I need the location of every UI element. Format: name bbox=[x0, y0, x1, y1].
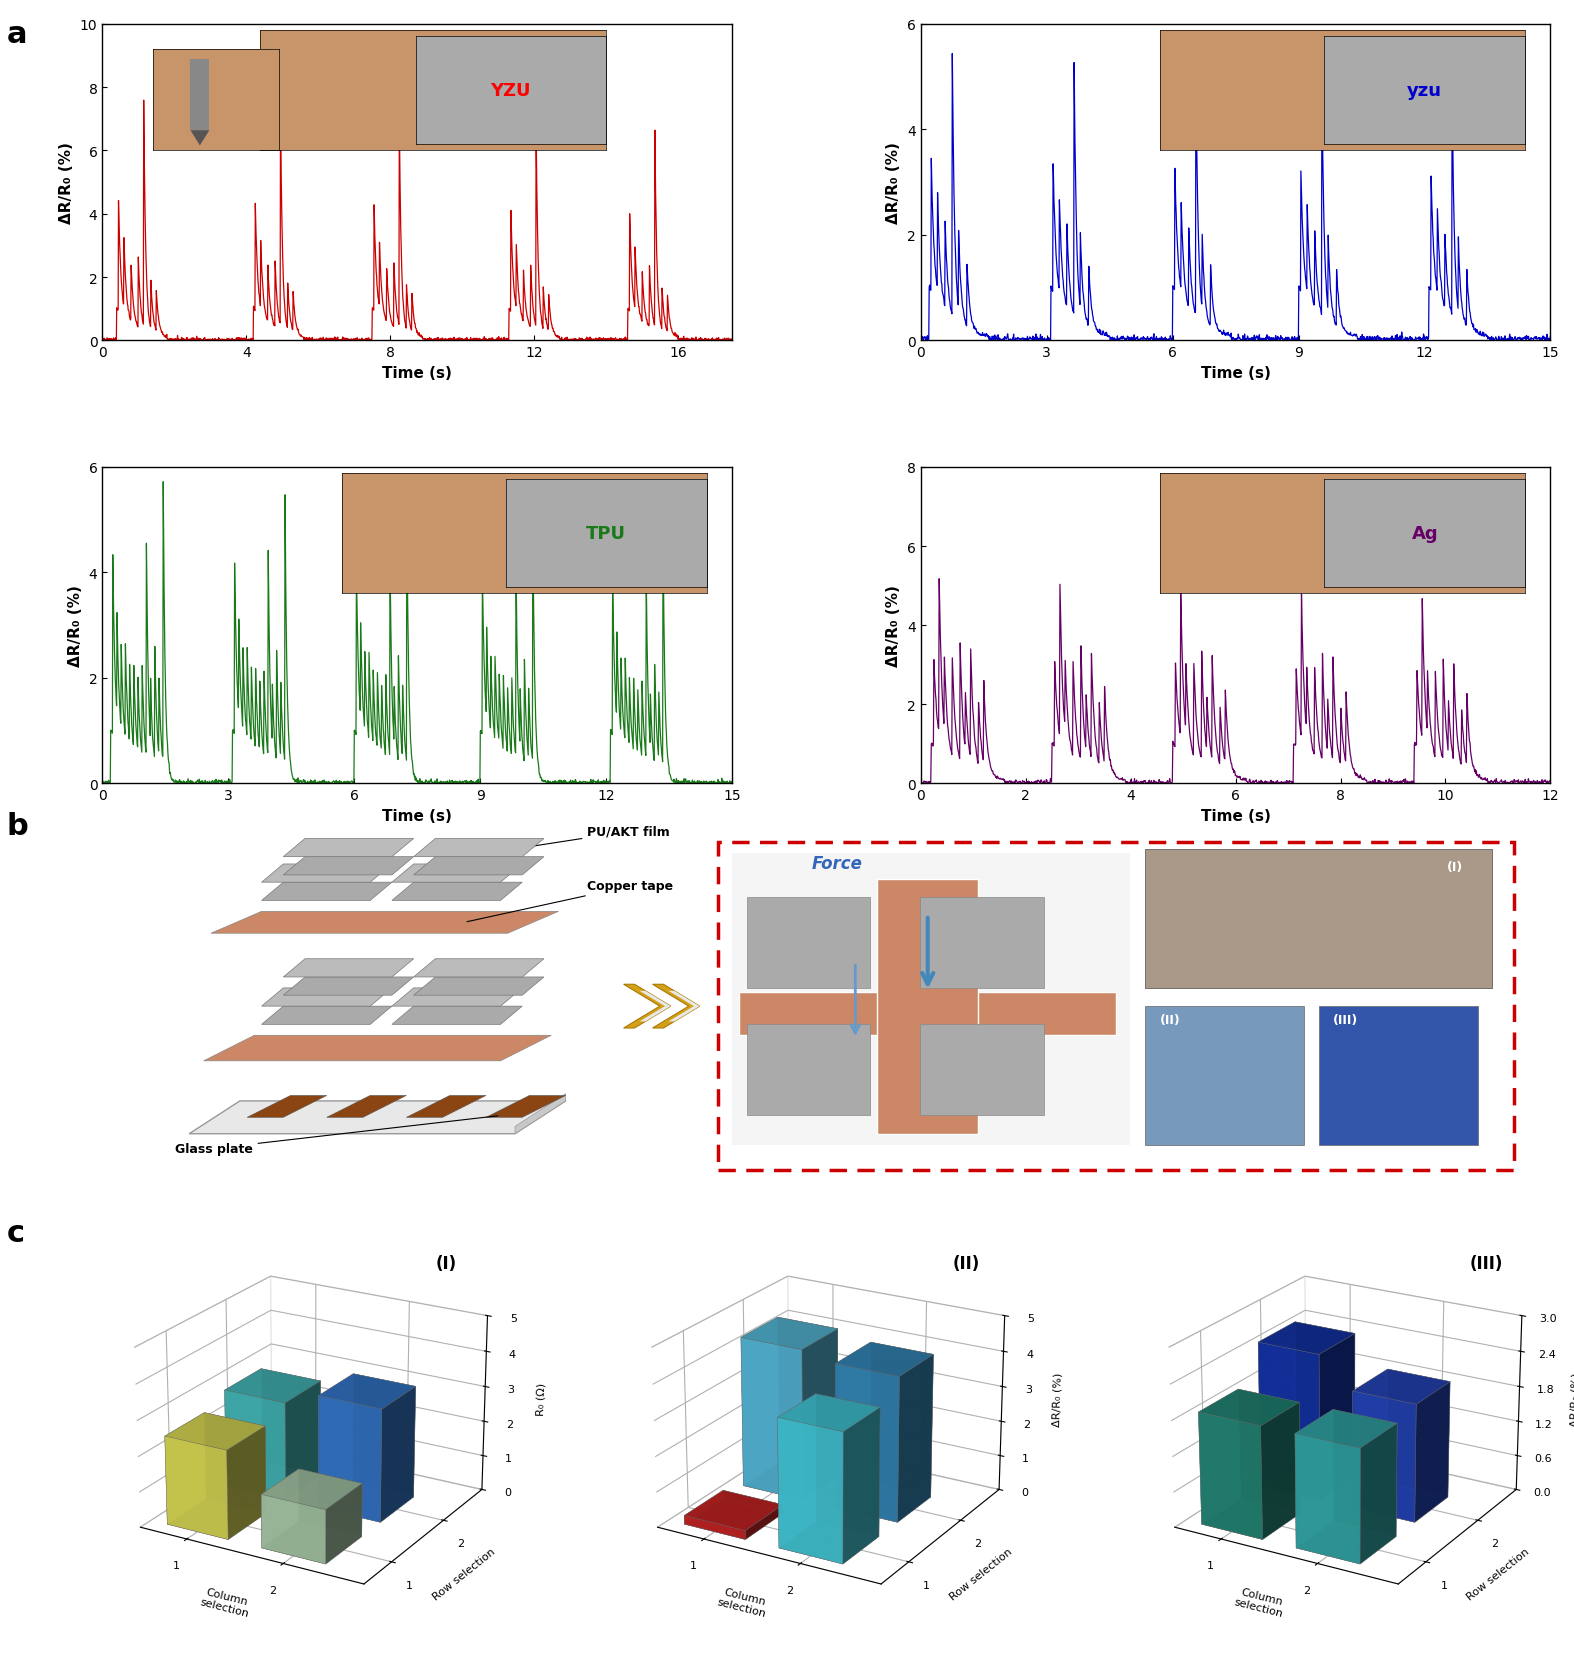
Text: (II): (II) bbox=[1160, 1014, 1180, 1027]
X-axis label: Time (s): Time (s) bbox=[1201, 809, 1270, 824]
Text: (III): (III) bbox=[1333, 1014, 1358, 1027]
Text: (III): (III) bbox=[1470, 1254, 1503, 1273]
Polygon shape bbox=[261, 1006, 392, 1024]
Polygon shape bbox=[392, 865, 523, 883]
Polygon shape bbox=[247, 1095, 327, 1117]
Text: Writing: Writing bbox=[153, 65, 209, 78]
Text: Glass plate: Glass plate bbox=[175, 1117, 497, 1155]
Polygon shape bbox=[406, 1095, 486, 1117]
Text: Copper tape: Copper tape bbox=[467, 880, 674, 923]
Polygon shape bbox=[414, 978, 545, 996]
Polygon shape bbox=[515, 1094, 565, 1133]
Bar bbox=[732, 853, 1130, 1145]
Y-axis label: ΔR/R₀ (%): ΔR/R₀ (%) bbox=[60, 143, 74, 224]
Polygon shape bbox=[261, 883, 392, 901]
Y-axis label: ΔR/R₀ (%): ΔR/R₀ (%) bbox=[68, 585, 83, 666]
Polygon shape bbox=[486, 1095, 565, 1117]
Polygon shape bbox=[653, 984, 700, 1029]
Bar bbox=[921, 1024, 1044, 1115]
Polygon shape bbox=[189, 1102, 565, 1133]
Polygon shape bbox=[623, 984, 671, 1029]
Polygon shape bbox=[211, 911, 559, 933]
Polygon shape bbox=[261, 988, 392, 1006]
Polygon shape bbox=[283, 959, 414, 978]
Polygon shape bbox=[283, 838, 414, 857]
Text: c: c bbox=[6, 1218, 24, 1246]
X-axis label: Time (s): Time (s) bbox=[1201, 366, 1270, 381]
Polygon shape bbox=[414, 838, 545, 857]
Bar bbox=[1319, 1006, 1478, 1145]
Polygon shape bbox=[283, 857, 414, 875]
Polygon shape bbox=[392, 988, 523, 1006]
Polygon shape bbox=[669, 991, 700, 1022]
Y-axis label: Row selection: Row selection bbox=[1465, 1546, 1532, 1601]
X-axis label: Column
selection: Column selection bbox=[198, 1586, 253, 1619]
Polygon shape bbox=[261, 865, 392, 883]
Bar bbox=[1144, 850, 1492, 988]
Y-axis label: ΔR/R₀ (%): ΔR/R₀ (%) bbox=[886, 143, 902, 224]
Y-axis label: ΔR/R₀ (%): ΔR/R₀ (%) bbox=[886, 585, 902, 666]
Polygon shape bbox=[639, 991, 671, 1022]
Text: (II): (II) bbox=[952, 1254, 981, 1273]
Text: PU/AKT film: PU/AKT film bbox=[467, 825, 671, 857]
Text: b: b bbox=[6, 812, 28, 840]
Polygon shape bbox=[283, 978, 414, 996]
Polygon shape bbox=[414, 857, 545, 875]
X-axis label: Column
selection: Column selection bbox=[1234, 1586, 1288, 1619]
Text: (I): (I) bbox=[1447, 860, 1464, 873]
Bar bbox=[877, 878, 979, 1133]
Bar bbox=[740, 993, 1116, 1036]
X-axis label: Time (s): Time (s) bbox=[382, 809, 452, 824]
Polygon shape bbox=[392, 1006, 523, 1024]
Polygon shape bbox=[414, 959, 545, 978]
X-axis label: Time (s): Time (s) bbox=[382, 366, 452, 381]
Bar bbox=[746, 1024, 870, 1115]
Polygon shape bbox=[392, 883, 523, 901]
Y-axis label: Row selection: Row selection bbox=[948, 1546, 1014, 1601]
Bar bbox=[921, 896, 1044, 988]
Text: Force: Force bbox=[812, 853, 863, 872]
Polygon shape bbox=[203, 1036, 551, 1060]
Polygon shape bbox=[327, 1095, 406, 1117]
Bar bbox=[1144, 850, 1492, 988]
Bar bbox=[1144, 1006, 1305, 1145]
Y-axis label: Row selection: Row selection bbox=[431, 1546, 497, 1601]
Text: (I): (I) bbox=[436, 1254, 456, 1273]
FancyBboxPatch shape bbox=[718, 842, 1514, 1170]
X-axis label: Column
selection: Column selection bbox=[716, 1586, 770, 1619]
Text: a: a bbox=[6, 20, 27, 48]
Bar bbox=[746, 896, 870, 988]
